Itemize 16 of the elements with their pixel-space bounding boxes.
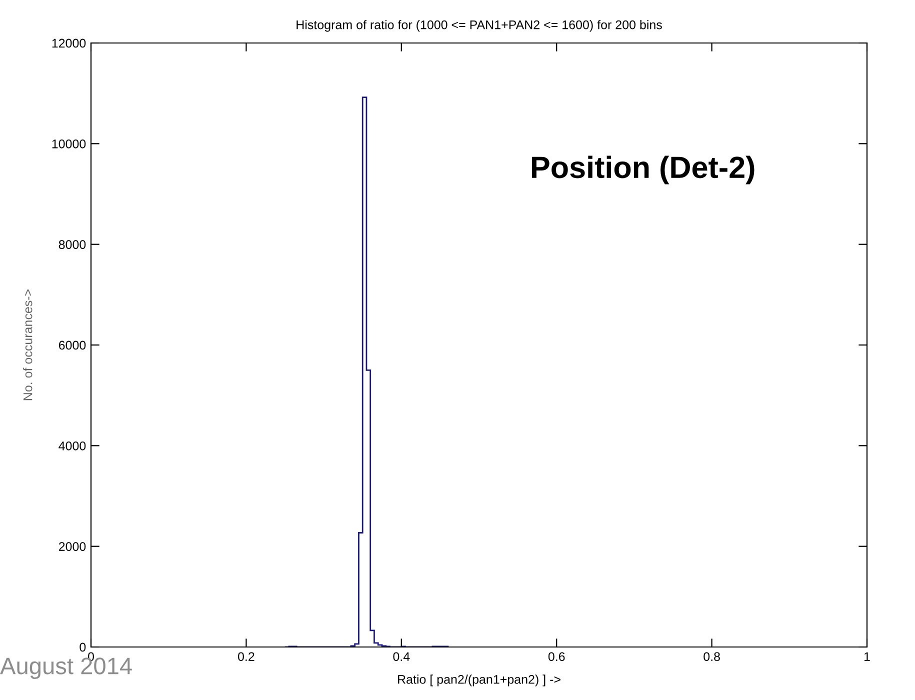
y-tick-label: 0 (80, 642, 86, 652)
x-tick-label: 0.8 (704, 652, 720, 662)
y-axis-title: No. of occurances-> (23, 290, 32, 400)
y-tick-label: 10000 (52, 139, 86, 148)
y-tick-label: 4000 (58, 441, 86, 450)
x-tick-label: 0.6 (548, 652, 565, 662)
chart-title: Histogram of ratio for (1000 <= PAN1+PAN2 <= 1600) for 200 bins (296, 20, 662, 32)
y-tick-label: 2000 (58, 542, 86, 551)
y-tick-label: 12000 (52, 38, 86, 48)
x-tick-label: 0.2 (238, 652, 254, 662)
x-axis-title: Ratio [ pan2/(pan1+pan2) ] -> (398, 674, 560, 686)
y-tick-label: 6000 (58, 340, 86, 350)
x-tick-label: 1 (864, 652, 870, 661)
y-tick-label: 8000 (58, 240, 86, 249)
annotation: Position (Det-2) (532, 156, 754, 184)
x-tick-label: 0.4 (393, 652, 410, 662)
